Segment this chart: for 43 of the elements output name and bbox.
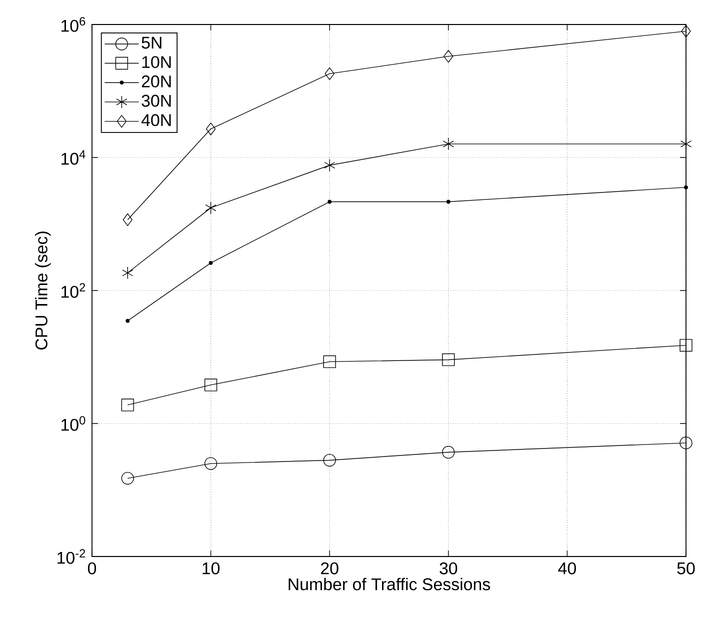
y-tick-label: 10$^{4}$	[62, 150, 86, 165]
x-tick-label: 20	[321, 562, 338, 574]
point	[205, 202, 216, 214]
point	[680, 138, 692, 150]
point	[328, 200, 332, 204]
point	[323, 454, 336, 467]
y-tick-label: 10$^{0}$	[62, 416, 86, 431]
point	[122, 266, 134, 280]
point	[442, 138, 454, 150]
point	[681, 24, 691, 38]
point	[323, 355, 336, 368]
legend-label: 20N	[142, 75, 171, 88]
legend-label: 30N	[142, 94, 171, 107]
x-tick-label: 30	[440, 562, 458, 574]
legend-label: 5N	[142, 36, 162, 49]
legend-label: 10N	[142, 56, 171, 68]
point	[324, 67, 334, 80]
point	[204, 378, 218, 392]
point	[680, 436, 692, 450]
x-tick-label: 0	[88, 562, 96, 574]
point	[126, 318, 130, 323]
point	[684, 185, 688, 190]
point	[121, 398, 134, 412]
x-tick-label: 10	[202, 562, 220, 574]
y-tick-label: 10$^{6}$	[62, 17, 86, 32]
point	[446, 200, 450, 204]
legend-label: 40N	[141, 114, 171, 126]
x-tick-label: 50	[677, 562, 695, 574]
point	[680, 338, 692, 352]
point	[204, 457, 218, 470]
y-axis-title: CPU Time (sec)	[34, 232, 51, 350]
y-tick-label: 10$^{2}$	[62, 283, 86, 298]
y-tick-label: 10$^{-2}$	[58, 549, 86, 564]
point	[324, 158, 336, 172]
point	[206, 122, 216, 136]
point	[122, 213, 132, 226]
point	[121, 472, 134, 485]
point	[208, 260, 213, 265]
point	[442, 446, 455, 459]
point	[442, 353, 455, 366]
point	[444, 50, 454, 63]
x-tick-label: 40	[558, 562, 576, 574]
x-axis-title: Number of Traffic Sessions	[288, 578, 490, 590]
